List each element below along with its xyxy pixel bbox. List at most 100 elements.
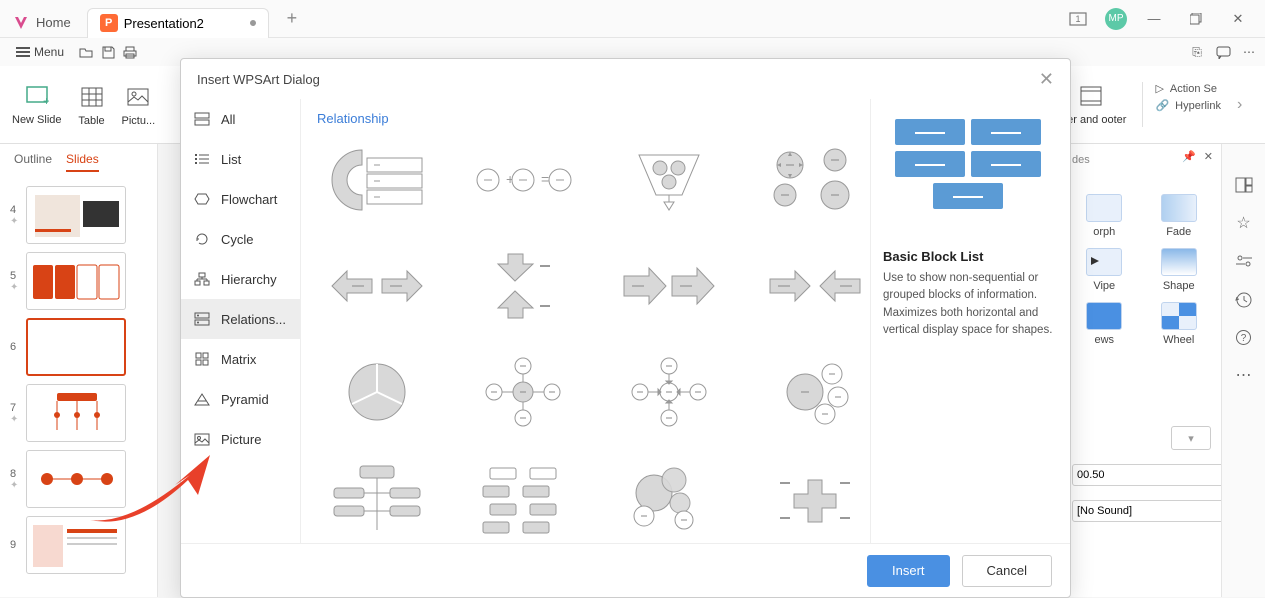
new-slide-button[interactable]: + New Slide bbox=[12, 82, 62, 126]
close-button[interactable]: ✕ bbox=[1223, 4, 1253, 34]
category-picture[interactable]: Picture bbox=[181, 419, 300, 459]
transition-item[interactable]: Shape bbox=[1147, 248, 1212, 292]
color-dropdown[interactable]: ▾ bbox=[1171, 426, 1211, 450]
diagram-item[interactable] bbox=[463, 242, 583, 330]
sidebar-star-icon[interactable]: ☆ bbox=[1233, 212, 1255, 234]
cancel-button[interactable]: Cancel bbox=[962, 555, 1052, 587]
diagram-item[interactable] bbox=[755, 348, 870, 436]
preview-pane: Basic Block List Use to show non-sequent… bbox=[870, 99, 1070, 543]
thumb-num: 4 bbox=[10, 204, 20, 216]
picture-label: Pictu... bbox=[122, 115, 156, 127]
transition-item[interactable]: Vipe bbox=[1072, 248, 1137, 292]
sidebar-layout-icon[interactable] bbox=[1233, 174, 1255, 196]
diagram-item[interactable] bbox=[317, 242, 437, 330]
cat-label: Picture bbox=[221, 432, 261, 447]
thumb-num: 9 bbox=[10, 539, 20, 551]
menu-button[interactable]: Menu bbox=[8, 42, 72, 62]
slide-thumb-9[interactable] bbox=[26, 516, 126, 574]
diagram-item[interactable] bbox=[609, 454, 729, 542]
diagram-item[interactable] bbox=[609, 348, 729, 436]
diagram-item[interactable]: += bbox=[463, 136, 583, 224]
more-icon[interactable]: ⋯ bbox=[1241, 44, 1257, 60]
save-icon[interactable] bbox=[100, 44, 116, 60]
cat-label: Relations... bbox=[221, 312, 286, 327]
picture-button[interactable]: Pictu... bbox=[122, 83, 156, 127]
list-icon bbox=[193, 150, 211, 168]
category-all[interactable]: All bbox=[181, 99, 300, 139]
dialog-titlebar: Insert WPSArt Dialog ✕ bbox=[181, 59, 1070, 99]
diagram-item[interactable] bbox=[755, 242, 870, 330]
diagram-item[interactable] bbox=[609, 136, 729, 224]
duration-input[interactable] bbox=[1072, 464, 1224, 486]
print-icon[interactable] bbox=[122, 44, 138, 60]
sidebar-more-icon[interactable]: ⋯ bbox=[1233, 364, 1255, 386]
transition-label: Fade bbox=[1166, 226, 1191, 238]
diagram-item[interactable] bbox=[609, 242, 729, 330]
chat-icon[interactable] bbox=[1215, 44, 1231, 60]
user-avatar[interactable]: MP bbox=[1105, 8, 1127, 30]
pin-icon[interactable]: 📌 bbox=[1182, 150, 1196, 163]
open-icon[interactable] bbox=[78, 44, 94, 60]
transition-label: orph bbox=[1093, 226, 1115, 238]
diagram-item[interactable] bbox=[755, 454, 870, 542]
presentation-icon: P bbox=[100, 14, 118, 32]
document-tab[interactable]: P Presentation2 bbox=[87, 8, 269, 38]
diagram-item[interactable] bbox=[317, 136, 437, 224]
action-icon: ▷ bbox=[1155, 82, 1163, 95]
slide-thumb-row[interactable]: 9 bbox=[10, 516, 147, 574]
slide-thumb-row[interactable]: 7✦ bbox=[10, 384, 147, 442]
transition-item[interactable]: orph bbox=[1072, 194, 1137, 238]
slide-thumb-row[interactable]: 4✦ bbox=[10, 186, 147, 244]
sidebar-help-icon[interactable]: ? bbox=[1233, 326, 1255, 348]
table-button[interactable]: Table bbox=[78, 83, 106, 127]
transition-item[interactable]: ews bbox=[1072, 302, 1137, 346]
category-flowchart[interactable]: Flowchart bbox=[181, 179, 300, 219]
flowchart-icon bbox=[193, 190, 211, 208]
sidebar-settings-icon[interactable] bbox=[1233, 250, 1255, 272]
window-count-icon[interactable]: 1 bbox=[1063, 4, 1093, 34]
hyperlink-icon: 🔗 bbox=[1155, 99, 1169, 112]
slide-thumb-6[interactable] bbox=[26, 318, 126, 376]
diagram-item[interactable] bbox=[463, 348, 583, 436]
thumb-num: 8 bbox=[10, 468, 20, 480]
slide-thumb-8[interactable] bbox=[26, 450, 126, 508]
slide-thumb-7[interactable] bbox=[26, 384, 126, 442]
slide-thumb-row[interactable]: 6 bbox=[10, 318, 147, 376]
slide-thumb-row[interactable]: 5✦ bbox=[10, 252, 147, 310]
slide-thumb-row[interactable]: 8✦ bbox=[10, 450, 147, 508]
home-tab[interactable]: Home bbox=[0, 8, 83, 38]
diagram-item[interactable] bbox=[755, 136, 870, 224]
maximize-button[interactable] bbox=[1181, 4, 1211, 34]
svg-text:=: = bbox=[541, 171, 549, 187]
diagram-item[interactable] bbox=[317, 454, 437, 542]
transition-item[interactable]: Wheel bbox=[1147, 302, 1212, 346]
category-pyramid[interactable]: Pyramid bbox=[181, 379, 300, 419]
toolbar-icon-1[interactable]: ⎘ bbox=[1189, 44, 1205, 60]
outline-tab[interactable]: Outline bbox=[14, 152, 52, 172]
close-panel-button[interactable]: ✕ bbox=[1204, 150, 1213, 163]
slide-thumb-5[interactable] bbox=[26, 252, 126, 310]
wps-logo-icon bbox=[12, 14, 30, 32]
category-matrix[interactable]: Matrix bbox=[181, 339, 300, 379]
category-hierarchy[interactable]: Hierarchy bbox=[181, 259, 300, 299]
hyperlink-button[interactable]: 🔗Hyperlink bbox=[1155, 99, 1221, 112]
slides-tab[interactable]: Slides bbox=[66, 152, 99, 172]
sound-select[interactable] bbox=[1072, 500, 1224, 522]
category-cycle[interactable]: Cycle bbox=[181, 219, 300, 259]
transition-item[interactable]: Fade bbox=[1147, 194, 1212, 238]
minimize-button[interactable]: — bbox=[1139, 4, 1169, 34]
insert-button[interactable]: Insert bbox=[867, 555, 950, 587]
sidebar-history-icon[interactable] bbox=[1233, 288, 1255, 310]
category-list[interactable]: List bbox=[181, 139, 300, 179]
dialog-close-button[interactable]: ✕ bbox=[1039, 69, 1054, 90]
hierarchy-icon bbox=[193, 270, 211, 288]
svg-text:+: + bbox=[43, 94, 49, 107]
add-tab-button[interactable]: + bbox=[277, 8, 307, 29]
slide-thumb-4[interactable] bbox=[26, 186, 126, 244]
diagram-item[interactable] bbox=[463, 454, 583, 542]
diagram-item[interactable] bbox=[317, 348, 437, 436]
category-relationship[interactable]: Relations... bbox=[181, 299, 300, 339]
preview-block bbox=[933, 183, 1003, 209]
ribbon-expand-button[interactable]: › bbox=[1237, 82, 1253, 126]
action-settings-button[interactable]: ▷Action Se bbox=[1155, 82, 1221, 95]
